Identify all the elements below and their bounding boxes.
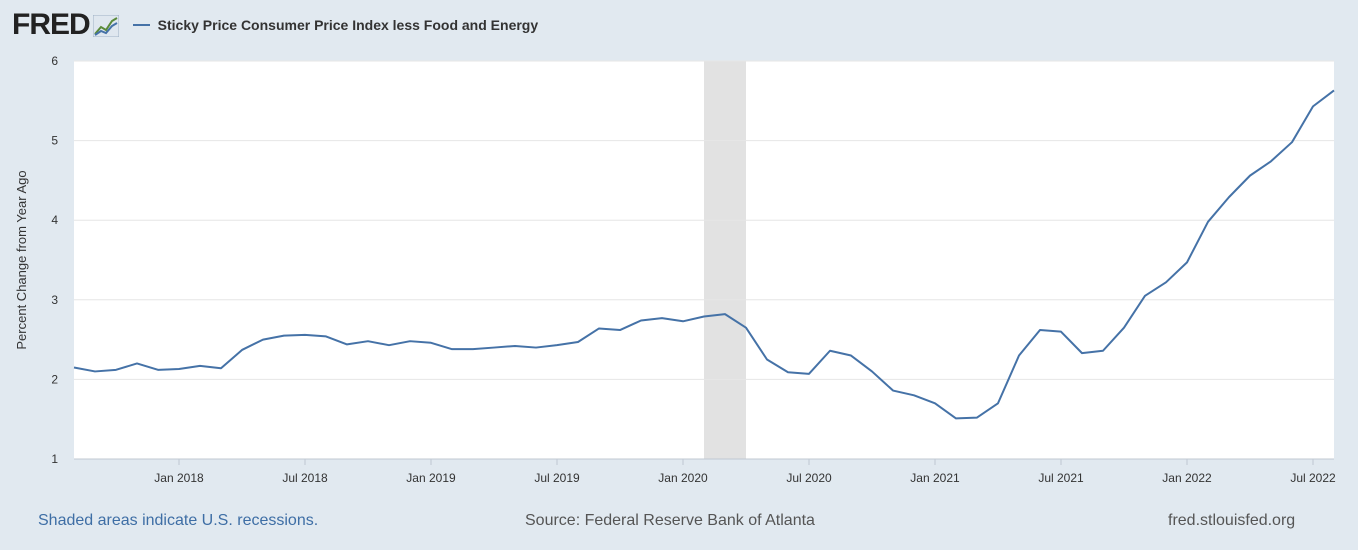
recession-note[interactable]: Shaded areas indicate U.S. recessions. <box>38 512 319 529</box>
x-tick-label: Jan 2021 <box>910 471 960 485</box>
y-axis-label: Percent Change from Year Ago <box>14 170 29 349</box>
x-tick-label: Jul 2022 <box>1290 471 1336 485</box>
fred-logo-text: FRED <box>12 8 91 41</box>
y-tick-label: 5 <box>51 134 58 148</box>
legend-series-label: Sticky Price Consumer Price Index less F… <box>157 17 539 33</box>
x-tick-label: Jan 2019 <box>406 471 456 485</box>
x-tick-label: Jan 2018 <box>154 471 204 485</box>
line-chart: 1 2 3 4 5 6 Jan 2018 Jul 2018 Jan 2019 Jul 2019 Ja… <box>14 54 1336 485</box>
recession-band <box>704 61 746 459</box>
source-note: Source: Federal Reserve Bank of Atlanta <box>525 512 815 529</box>
x-tick-label: Jul 2018 <box>282 471 328 485</box>
y-tick-label: 4 <box>51 213 58 227</box>
chart-header: FRED Sticky Price Consumer Price Index l… <box>12 8 538 42</box>
series-line <box>73 89 1335 420</box>
y-tick-label: 1 <box>51 452 58 466</box>
legend-swatch <box>132 24 150 26</box>
x-tick-label: Jul 2020 <box>786 471 832 485</box>
chart-legend[interactable]: Sticky Price Consumer Price Index less F… <box>132 17 539 33</box>
y-tick-label: 3 <box>51 293 58 307</box>
y-tick-label: 2 <box>51 372 58 386</box>
chart-line-icon <box>92 15 119 37</box>
site-link[interactable]: fred.stlouisfed.org <box>1168 512 1296 529</box>
x-tick-label: Jul 2019 <box>534 471 580 485</box>
x-tick-label: Jul 2021 <box>1038 471 1084 485</box>
x-tick-label: Jan 2020 <box>658 471 708 485</box>
y-tick-label: 6 <box>51 54 58 68</box>
fred-logo[interactable]: FRED <box>12 10 119 40</box>
x-tick-label: Jan 2022 <box>1162 471 1212 485</box>
